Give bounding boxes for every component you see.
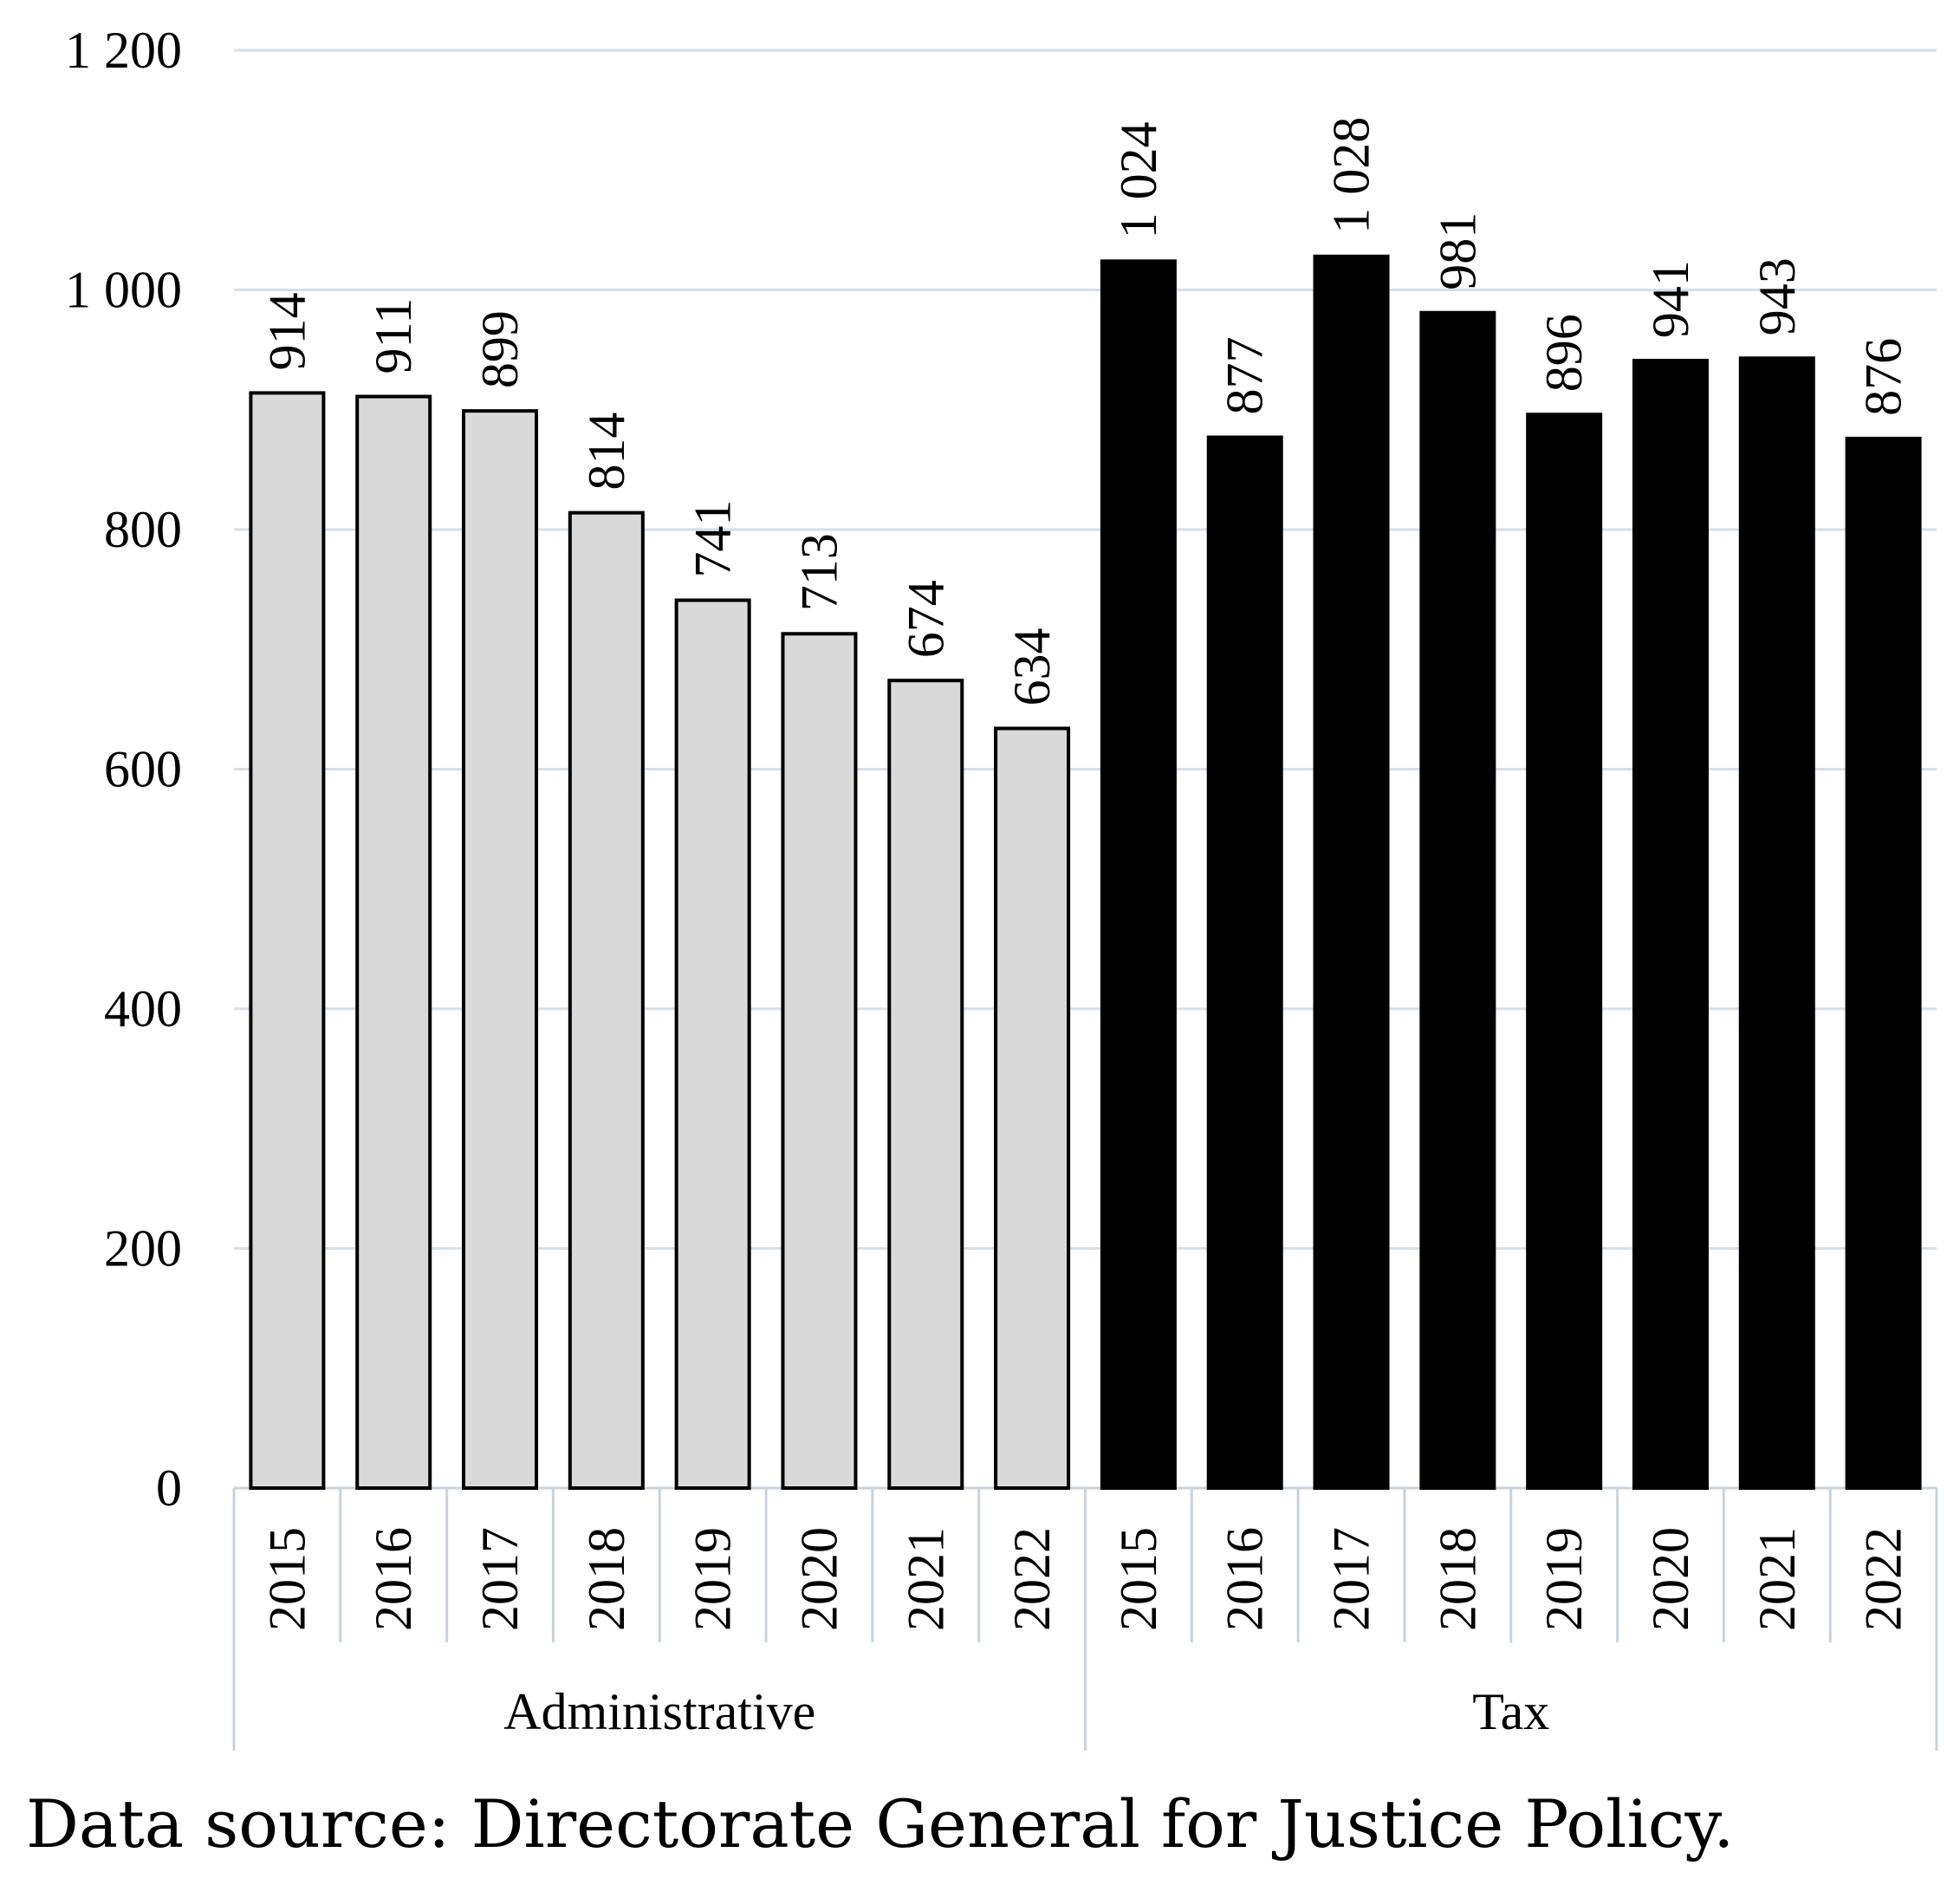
x-tick-label: 2021 [897,1527,954,1631]
bar [249,391,326,1490]
bar [994,726,1071,1490]
data-label: 911 [365,298,422,374]
data-label: 941 [1642,260,1699,338]
data-label: 814 [578,413,635,491]
data-label: 877 [1217,337,1274,415]
bar [781,632,858,1490]
x-tick-label: 2015 [258,1527,315,1631]
y-tick-label: 0 [156,1459,182,1517]
data-label: 914 [258,292,315,370]
data-label: 741 [685,500,742,578]
x-tick-label: 2019 [1535,1527,1593,1631]
bar [1845,436,1922,1490]
y-tick-label: 600 [104,741,182,798]
bar [1206,435,1283,1490]
y-tick-label: 400 [104,980,182,1037]
x-tick-label: 2018 [1429,1527,1486,1631]
bar [568,510,645,1490]
x-tick-label: 2022 [1003,1527,1061,1631]
bar [1100,259,1177,1491]
group-label: Tax [1472,1683,1549,1740]
group-label: Administrative [503,1683,815,1740]
data-label: 896 [1535,314,1593,392]
y-tick-label: 200 [104,1220,182,1277]
x-tick-label: 2016 [1217,1527,1274,1631]
data-label: 1 028 [1323,117,1380,234]
bar [1313,254,1390,1490]
bar [1419,310,1496,1491]
x-tick-label: 2020 [790,1527,847,1631]
y-tick-label: 800 [104,501,182,558]
x-tick-label: 2015 [1110,1527,1167,1631]
labels: 0 200 400 600 800 1 000 1 200 914 2015 911 2016 899… [65,22,1912,1740]
bar [1632,359,1709,1490]
y-tick-label: 1 000 [65,262,182,319]
bar [462,409,539,1491]
x-tick-label: 2016 [365,1527,422,1631]
data-label: 1 024 [1110,121,1167,238]
source-note: Data source: Directorate General for Jus… [26,1785,1735,1862]
x-tick-label: 2017 [471,1527,529,1631]
data-label: 876 [1855,338,1912,416]
x-tick-label: 2019 [685,1527,742,1631]
bar [674,598,751,1490]
x-tick-label: 2020 [1642,1527,1699,1631]
bar [1738,356,1815,1490]
y-tick-label: 1 200 [65,22,182,79]
bar [1526,413,1603,1490]
x-tick-label: 2017 [1323,1527,1380,1631]
x-tick-label: 2021 [1749,1527,1806,1631]
data-label: 899 [471,310,529,388]
bar [355,394,432,1491]
x-tick-label: 2022 [1855,1527,1912,1631]
data-label: 634 [1003,627,1061,705]
data-label: 674 [897,580,954,658]
data-label: 713 [790,533,847,611]
bars [249,254,1922,1491]
bar [887,679,964,1490]
data-label: 943 [1749,257,1806,335]
x-tick-label: 2018 [578,1527,635,1631]
data-label: 981 [1429,212,1486,290]
